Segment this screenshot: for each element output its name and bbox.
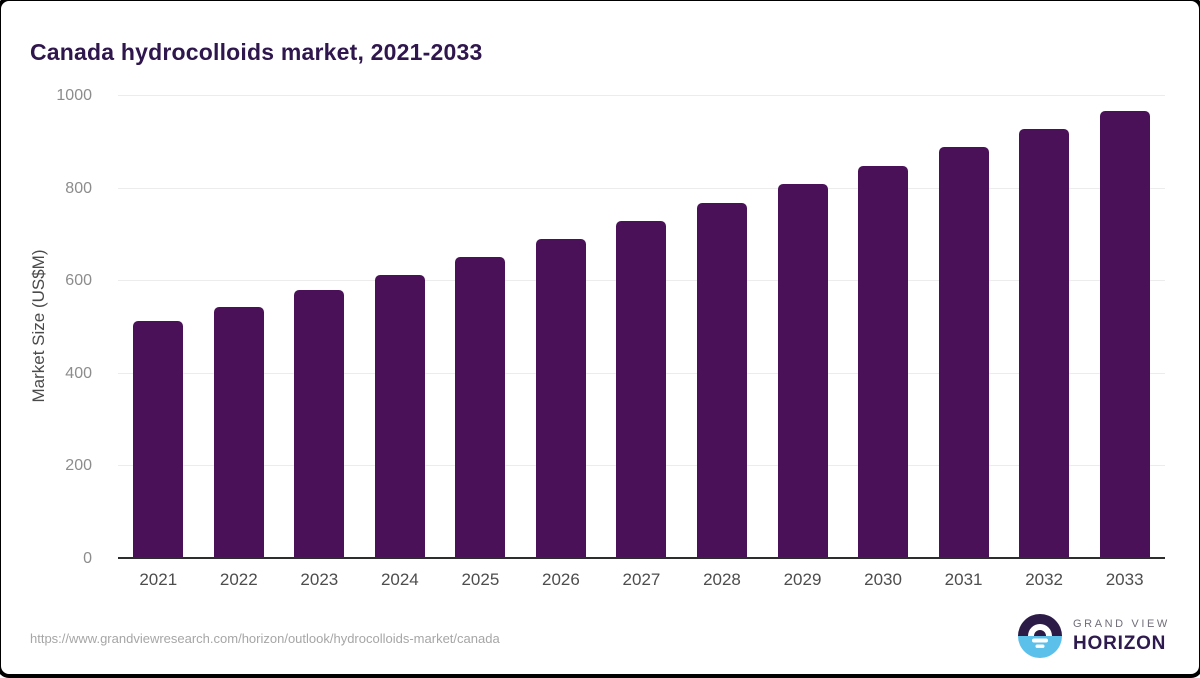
source-url: https://www.grandviewresearch.com/horizo… bbox=[30, 631, 500, 646]
gridline-800 bbox=[118, 187, 1165, 189]
bar-2027[interactable] bbox=[616, 221, 667, 559]
y-tick-label-200: 200 bbox=[65, 457, 92, 475]
bar-slot-2028 bbox=[682, 202, 763, 559]
chart-title: Canada hydrocolloids market, 2021-2033 bbox=[30, 39, 483, 66]
y-axis-tick-labels: 0 200 400 600 800 1000 bbox=[0, 87, 92, 567]
bar-slot-2025 bbox=[440, 257, 521, 559]
x-tick-label-2029: 2029 bbox=[783, 570, 822, 589]
bar-2033[interactable] bbox=[1099, 111, 1150, 559]
x-tick-label-2033: 2033 bbox=[1105, 570, 1144, 589]
bar-2021[interactable] bbox=[133, 321, 184, 559]
bar-2030[interactable] bbox=[858, 165, 909, 559]
x-tick-label-2023: 2023 bbox=[300, 570, 339, 589]
bar-slot-2024 bbox=[360, 274, 441, 559]
logo-grand-view-text: GRAND VIEW bbox=[1073, 618, 1170, 630]
gridline-1000 bbox=[118, 95, 1165, 96]
bar-slot-2033 bbox=[1084, 111, 1165, 559]
x-tick-label-2031: 2031 bbox=[944, 570, 983, 589]
y-tick-label-600: 600 bbox=[65, 272, 92, 290]
y-tick-label-400: 400 bbox=[65, 364, 92, 382]
bar-slot-2023 bbox=[279, 290, 360, 559]
bar-2032[interactable] bbox=[1019, 129, 1070, 559]
x-tick-label-2022: 2022 bbox=[219, 570, 258, 589]
bar-slot-2030 bbox=[843, 165, 924, 559]
x-tick-label-2025: 2025 bbox=[461, 570, 500, 589]
bar-slot-2032 bbox=[1004, 129, 1085, 559]
bar-slot-2029 bbox=[762, 183, 843, 559]
bar-slot-2022 bbox=[199, 306, 280, 559]
x-tick-label-2024: 2024 bbox=[380, 570, 419, 589]
x-tick-label-2027: 2027 bbox=[622, 570, 661, 589]
logo-horizon-text: HORIZON bbox=[1073, 633, 1167, 654]
horizon-logo-icon bbox=[1018, 614, 1062, 658]
x-axis-tick-labels: 2021 2022 2023 2024 2025 2026 2027 2028 2029 2030… bbox=[118, 570, 1165, 590]
bar-2031[interactable] bbox=[938, 147, 989, 559]
plot-area bbox=[118, 95, 1165, 559]
bar-2023[interactable] bbox=[294, 290, 345, 559]
y-tick-label-1000: 1000 bbox=[56, 87, 92, 104]
y-tick-label-0: 0 bbox=[83, 550, 92, 567]
bar-slot-2027 bbox=[601, 221, 682, 559]
logo-wordmark: GRAND VIEW HORIZON bbox=[1073, 618, 1170, 654]
bar-2024[interactable] bbox=[374, 274, 425, 559]
bar-slot-2026 bbox=[521, 239, 602, 559]
grand-view-horizon-logo: GRAND VIEW HORIZON bbox=[1018, 614, 1170, 658]
x-tick-label-2026: 2026 bbox=[542, 570, 580, 589]
x-tick-label-2021: 2021 bbox=[139, 570, 178, 589]
x-tick-label-2032: 2032 bbox=[1025, 570, 1064, 589]
bar-series bbox=[118, 96, 1165, 559]
bar-2022[interactable] bbox=[213, 306, 264, 559]
bar-2028[interactable] bbox=[696, 202, 747, 559]
x-tick-label-2028: 2028 bbox=[703, 570, 741, 589]
bar-slot-2021 bbox=[118, 321, 199, 559]
x-axis-line bbox=[118, 557, 1165, 559]
bar-slot-2031 bbox=[923, 147, 1004, 559]
x-tick-label-2030: 2030 bbox=[864, 570, 902, 589]
bar-2029[interactable] bbox=[777, 183, 828, 559]
y-tick-label-800: 800 bbox=[65, 179, 92, 197]
bar-2026[interactable] bbox=[535, 239, 586, 559]
bar-2025[interactable] bbox=[455, 257, 506, 559]
